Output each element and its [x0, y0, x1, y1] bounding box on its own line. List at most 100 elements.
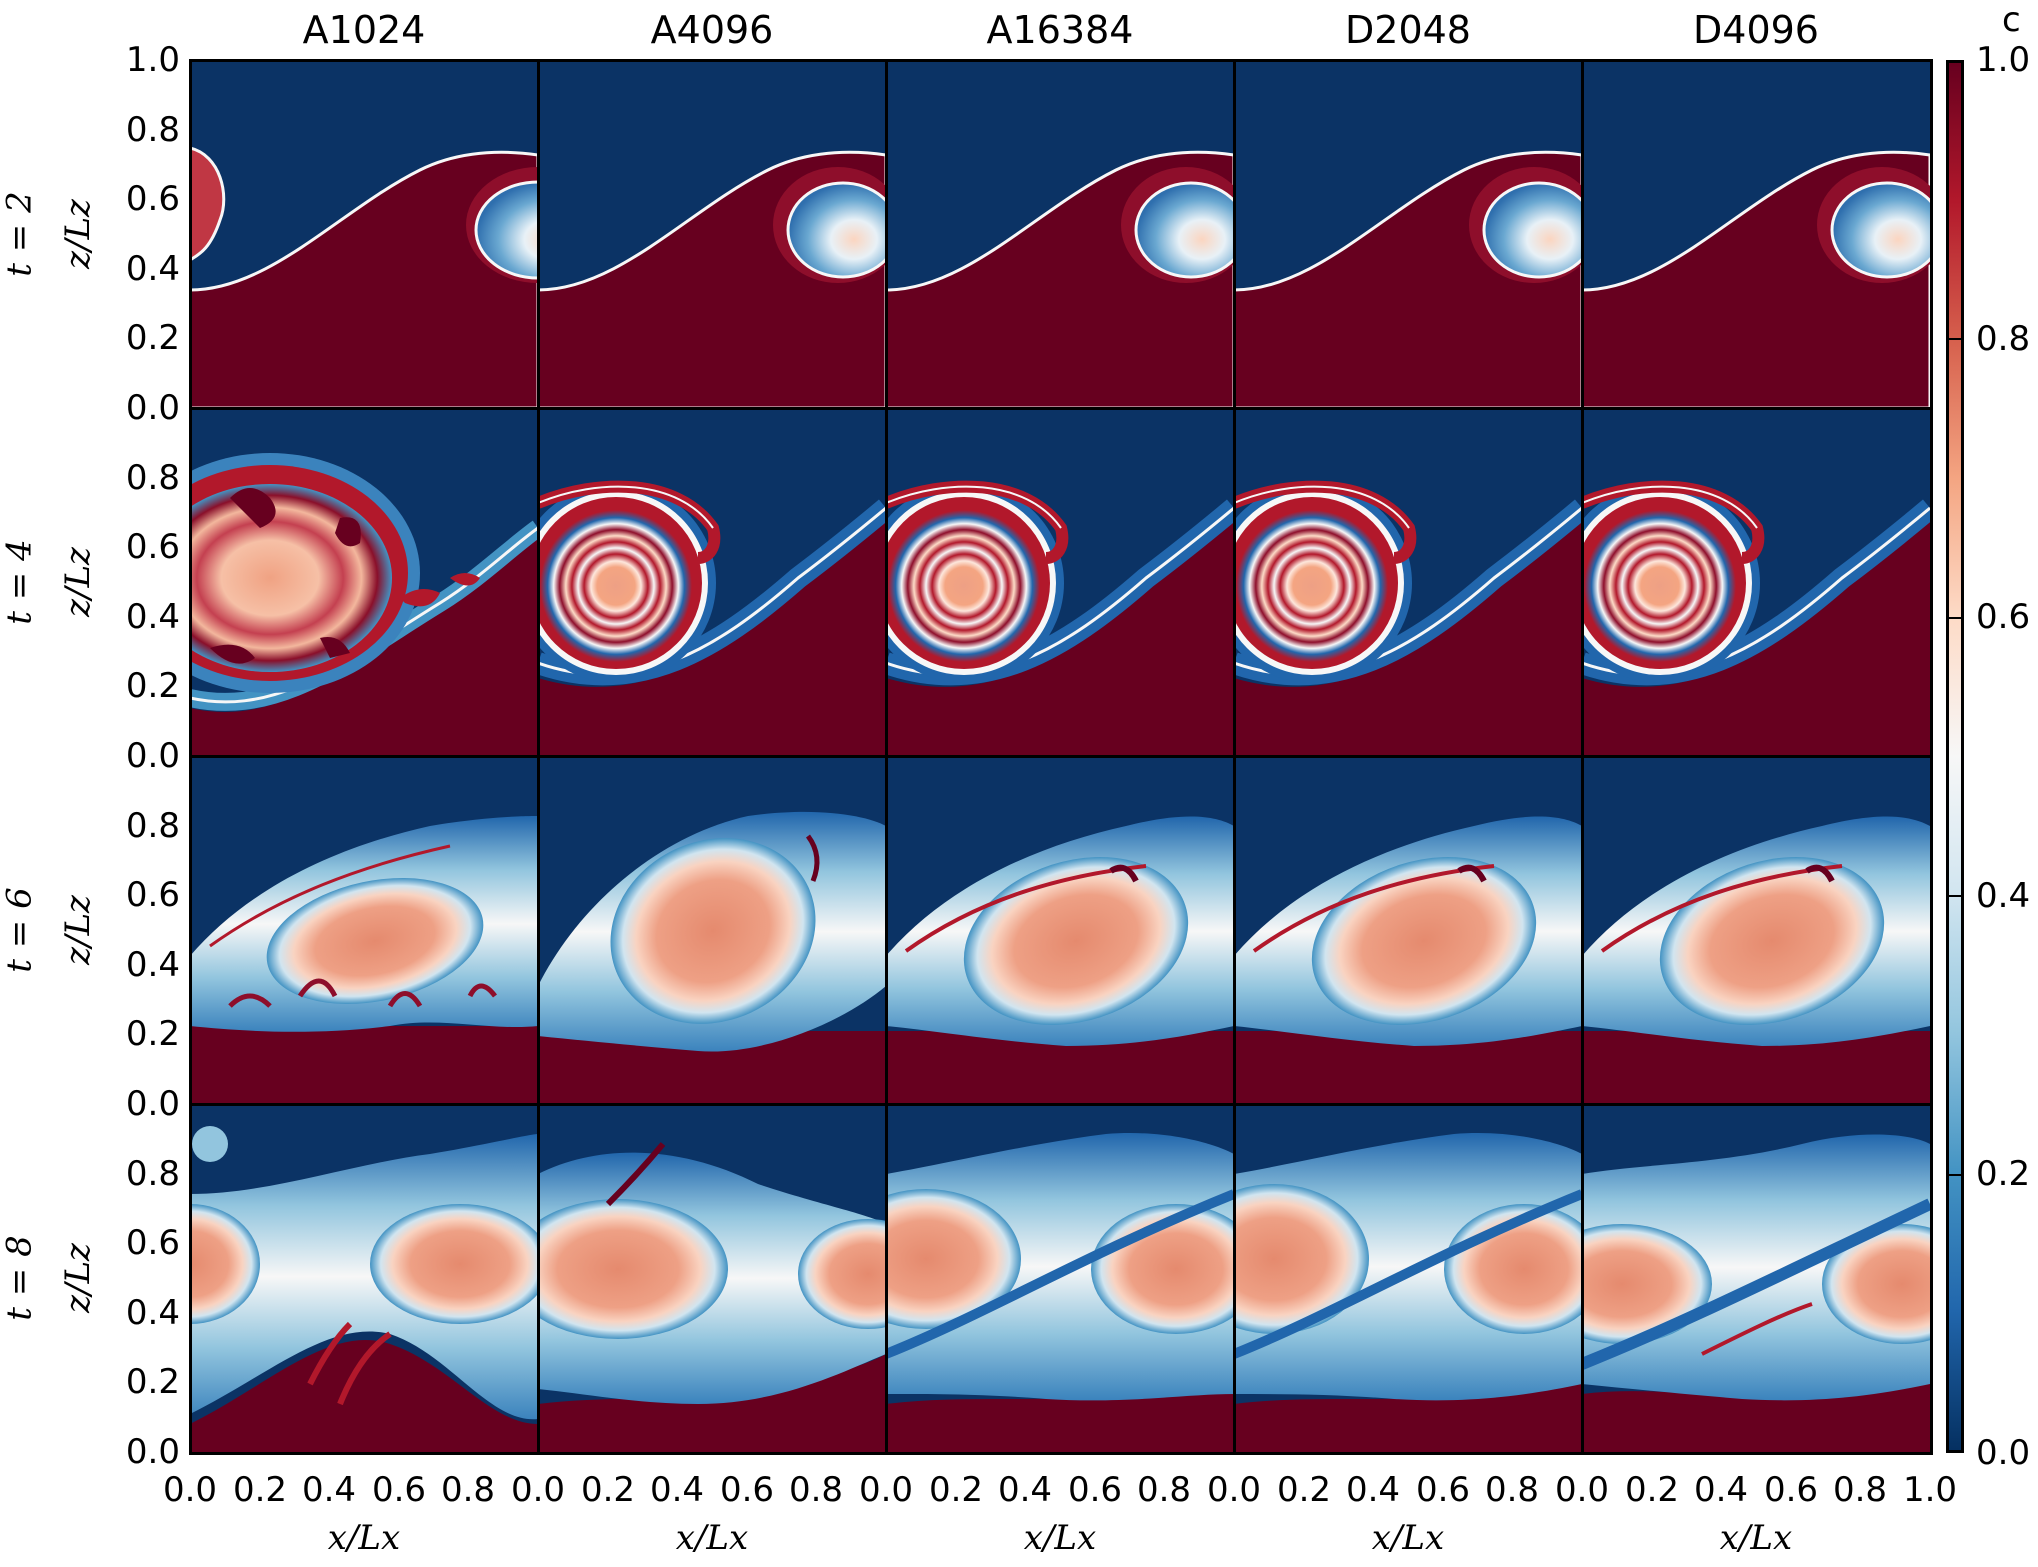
x-tick-label: 0.2 [580, 1470, 636, 1510]
y-tick-label: 0.0 [125, 736, 180, 776]
x-tick-label: 0.6 [1067, 1470, 1123, 1510]
panel-a4096-t2 [538, 60, 886, 408]
panel-a1024-t8 [190, 1104, 538, 1452]
panel-d2048-t8 [1234, 1104, 1582, 1452]
column-title-d4096: D4096 [1693, 8, 1819, 52]
row-label-t4: t = 4 [0, 539, 40, 625]
x-tick-label: 1.0 [1902, 1470, 1958, 1510]
y-tick-label: 0.4 [125, 1293, 180, 1333]
x-tick-label: 0.4 [649, 1470, 705, 1510]
colorbar-tick-label: 0.2 [1976, 1154, 2031, 1194]
y-tick-label: 0.6 [125, 1223, 180, 1263]
colorbar-tick-label: 0.4 [1976, 876, 2031, 916]
row-label-t2: t = 2 [0, 191, 40, 277]
column-title-d2048: D2048 [1345, 8, 1471, 52]
y-tick-label: 0.0 [125, 388, 180, 428]
y-tick-label: 0.6 [125, 527, 180, 567]
y-tick-label: 0.2 [125, 1362, 180, 1402]
colorbar-tick [1949, 895, 1961, 897]
panel-a4096-t4 [538, 408, 886, 756]
panel-a16384-t8 [886, 1104, 1234, 1452]
x-tick-label: 0.8 [1832, 1470, 1888, 1510]
y-tick-label: 0.4 [125, 249, 180, 289]
y-tick-label: 0.4 [125, 597, 180, 637]
x-tick-label: 0.8 [440, 1470, 496, 1510]
x-tick-label: 0.4 [301, 1470, 357, 1510]
colorbar-tick-label: 1.0 [1976, 40, 2031, 80]
colorbar-tick [1949, 617, 1961, 619]
x-tick-label: 0.8 [788, 1470, 844, 1510]
panel-a16384-t6 [886, 756, 1234, 1104]
x-tick-label: 0.0 [858, 1470, 914, 1510]
x-tick-label: 0.6 [719, 1470, 775, 1510]
panel-d2048-t6 [1234, 756, 1582, 1104]
x-axis-label: x/Lx [1371, 1518, 1445, 1558]
panel-a1024-t6 [190, 756, 538, 1104]
panel-d2048-t4 [1234, 408, 1582, 756]
x-tick-label: 0.4 [997, 1470, 1053, 1510]
x-tick-label: 0.0 [1206, 1470, 1262, 1510]
y-tick-label: 0.6 [125, 179, 180, 219]
column-title-a16384: A16384 [986, 8, 1134, 52]
row-label-t8: t = 8 [0, 1235, 40, 1321]
x-tick-label: 0.2 [1276, 1470, 1332, 1510]
y-tick-label: 0.6 [125, 875, 180, 915]
column-title-a1024: A1024 [302, 8, 426, 52]
colorbar-tick [1949, 338, 1961, 340]
y-tick-label: 1.0 [125, 40, 180, 80]
x-axis-label: x/Lx [1023, 1518, 1097, 1558]
colorbar-label: c [2002, 0, 2021, 40]
y-axis-label: z/Lz [58, 895, 99, 965]
x-tick-label: 0.4 [1345, 1470, 1401, 1510]
y-tick-label: 0.8 [125, 110, 180, 150]
x-tick-label: 0.0 [162, 1470, 218, 1510]
y-tick-label: 0.8 [125, 806, 180, 846]
x-tick-label: 0.6 [1763, 1470, 1819, 1510]
colorbar-tick [1949, 1174, 1961, 1176]
colorbar [1946, 60, 1964, 1453]
panel-divider [190, 755, 1932, 758]
y-tick-label: 0.0 [125, 1084, 180, 1124]
y-tick-label: 0.2 [125, 666, 180, 706]
panel-divider [190, 407, 1932, 410]
y-tick-label: 0.4 [125, 945, 180, 985]
y-tick-label: 0.2 [125, 318, 180, 358]
x-tick-label: 0.0 [510, 1470, 566, 1510]
panel-d2048-t2 [1234, 60, 1582, 408]
y-axis-label: z/Lz [58, 547, 99, 617]
x-tick-label: 0.4 [1693, 1470, 1749, 1510]
x-tick-label: 0.8 [1136, 1470, 1192, 1510]
panel-a4096-t6 [538, 756, 886, 1104]
y-tick-label: 0.2 [125, 1014, 180, 1054]
colorbar-tick-label: 0.0 [1976, 1433, 2031, 1473]
panel-a16384-t2 [886, 60, 1234, 408]
x-tick-label: 0.2 [232, 1470, 288, 1510]
panel-d4096-t4 [1582, 408, 1930, 756]
panel-d4096-t8 [1582, 1104, 1930, 1452]
row-label-t6: t = 6 [0, 887, 40, 973]
panel-a1024-t2 [190, 60, 538, 408]
x-tick-label: 0.8 [1484, 1470, 1540, 1510]
y-tick-label: 0.0 [125, 1432, 180, 1472]
panel-d4096-t6 [1582, 756, 1930, 1104]
x-axis-label: x/Lx [675, 1518, 749, 1558]
x-tick-label: 0.2 [928, 1470, 984, 1510]
x-tick-label: 0.0 [1554, 1470, 1610, 1510]
y-axis-label: z/Lz [58, 1243, 99, 1313]
x-tick-label: 0.2 [1624, 1470, 1680, 1510]
panel-d4096-t2 [1582, 60, 1930, 408]
x-tick-label: 0.6 [1415, 1470, 1471, 1510]
panel-a1024-t4 [190, 408, 538, 756]
panel-divider [190, 1103, 1932, 1106]
column-title-a4096: A4096 [650, 8, 774, 52]
x-axis-label: x/Lx [1719, 1518, 1793, 1558]
x-axis-label: x/Lx [327, 1518, 401, 1558]
x-tick-label: 0.6 [371, 1470, 427, 1510]
y-tick-label: 0.8 [125, 458, 180, 498]
panel-a4096-t8 [538, 1104, 886, 1452]
colorbar-tick-label: 0.6 [1976, 597, 2031, 637]
y-tick-label: 0.8 [125, 1154, 180, 1194]
colorbar-tick-label: 0.8 [1976, 319, 2031, 359]
y-axis-label: z/Lz [58, 199, 99, 269]
panel-a16384-t4 [886, 408, 1234, 756]
